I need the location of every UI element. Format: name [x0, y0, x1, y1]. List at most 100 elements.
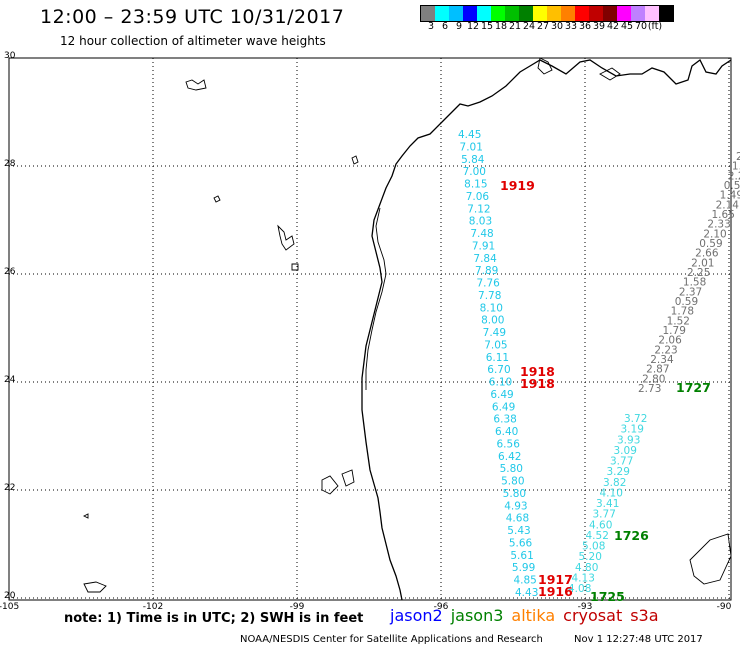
pass-time-label: 1918	[520, 376, 555, 391]
pass-time-label: 1725	[590, 589, 625, 604]
wave-height-label: 8.00	[481, 315, 504, 327]
island	[341, 469, 355, 487]
scale-swatch	[533, 6, 547, 21]
wave-height-label: 2.06	[658, 335, 682, 347]
wave-height-label: 2.2	[728, 170, 740, 182]
wave-height-label: 6.49	[492, 401, 515, 413]
longitude-label: -93	[577, 602, 593, 612]
wave-height-label: 5.08	[582, 541, 605, 553]
wave-height-label: 6.10	[489, 377, 512, 389]
wave-height-label: 3.72	[624, 413, 647, 425]
scale-swatch	[561, 6, 575, 21]
scale-label: 30	[550, 21, 564, 32]
wave-height-label: 4.52	[586, 530, 609, 542]
wave-height-label: 2.14	[716, 199, 740, 211]
wave-height-label: 2.33	[707, 219, 730, 231]
wave-height-label: 4.08	[568, 583, 591, 595]
scale-label: 36	[578, 21, 592, 32]
wave-height-label: 6.56	[497, 438, 521, 450]
wave-height-label: 4.13	[572, 572, 595, 584]
wave-height-label: 7.78	[478, 290, 501, 302]
pass-time-label: 1916	[538, 584, 573, 599]
wave-height-label: 8.15	[464, 179, 487, 191]
scale-swatch	[617, 6, 631, 21]
satellite-legend: jason2 jason3 altika cryosat s3a	[390, 606, 667, 625]
wave-height-label: 4.60	[589, 519, 612, 531]
scale-label: 45	[620, 21, 634, 32]
scale-swatch	[477, 6, 491, 21]
island	[321, 475, 339, 495]
wave-height-label: 3.29	[607, 466, 630, 478]
legend-item-jason3: jason3	[450, 606, 504, 625]
wave-height-label: 4.43	[515, 587, 538, 599]
scale-swatch	[421, 6, 435, 21]
scale-label: 18	[494, 21, 508, 32]
wave-height-label: 5.80	[500, 463, 523, 475]
wave-height-label: 5.80	[501, 476, 524, 488]
scale-swatch	[435, 6, 449, 21]
latitude-label: 24	[4, 375, 16, 385]
pass-time-label: 1726	[614, 528, 649, 543]
wave-height-label: 8.03	[469, 216, 492, 228]
wave-height-label: 5.80	[503, 488, 526, 500]
wave-height-label: 5.20	[579, 551, 602, 563]
scale-label: 27	[536, 21, 550, 32]
track-jason-cyan: 4.457.015.847.008.157.067.128.037.487.91…	[458, 129, 538, 599]
longitude-label: -99	[289, 602, 305, 612]
scale-swatch	[603, 6, 617, 21]
wave-height-label: 3.82	[603, 477, 626, 489]
wave-height-label: 5.84	[461, 154, 485, 166]
wave-height-label: 3.41	[596, 498, 619, 510]
wave-height-label: 5.61	[510, 550, 533, 562]
color-scale-bar	[420, 5, 674, 22]
island	[82, 513, 89, 519]
scale-label: 15	[480, 21, 494, 32]
wave-height-label: 7.49	[483, 327, 506, 339]
wave-height-label: 4.85	[513, 575, 536, 587]
latitude-label: 20	[4, 591, 16, 601]
wave-height-label: 4.80	[575, 562, 598, 574]
legend-item-s3a: s3a	[630, 606, 659, 625]
scale-swatch	[547, 6, 561, 21]
generation-timestamp: Nov 1 12:27:48 UTC 2017	[574, 634, 703, 645]
scale-label: 39	[592, 21, 606, 32]
wave-height-label: 4.10	[600, 487, 623, 499]
track-jason-cyan-east: 3.723.193.933.093.773.293.824.103.413.77…	[568, 413, 647, 595]
wave-height-label: 7.48	[470, 228, 493, 240]
wave-height-label: 7.05	[484, 339, 507, 351]
wave-height-label: 2.10	[703, 228, 726, 240]
pass-time-label: 1917	[538, 572, 573, 587]
wave-height-label: 3.19	[621, 424, 644, 436]
legend-item-altika: altika	[511, 606, 556, 625]
wave-height-label: 2.23	[654, 344, 677, 356]
wave-height-label: 6.49	[490, 389, 513, 401]
wave-height-label: 3.09	[614, 445, 637, 457]
scale-swatch	[645, 6, 659, 21]
longitude-label: -105	[0, 602, 20, 612]
island	[689, 533, 732, 585]
wave-height-label: 5.99	[512, 562, 535, 574]
scale-swatch	[659, 6, 673, 21]
scale-label: 21	[508, 21, 522, 32]
island	[291, 263, 299, 271]
wave-height-label: 3.77	[610, 456, 633, 468]
wave-height-label: 4.45	[458, 129, 481, 141]
wave-height-label: 7.06	[466, 191, 490, 203]
scale-label: 3	[427, 21, 435, 32]
coastline-inner	[365, 207, 387, 390]
wave-height-label: 6.42	[498, 451, 521, 463]
wave-height-label: 1.78	[671, 306, 694, 318]
wave-height-label: 1.65	[712, 209, 735, 221]
pass-time-label: 1919	[500, 178, 535, 193]
wave-height-label: 2.01	[691, 257, 714, 269]
latitude-label: 26	[4, 267, 16, 277]
wave-height-label: 0.59	[699, 238, 722, 250]
scale-swatch	[449, 6, 463, 21]
scale-label: 9	[455, 21, 463, 32]
scale-swatch	[463, 6, 477, 21]
scale-label: 42	[606, 21, 620, 32]
wave-height-label: 5.43	[507, 525, 530, 537]
wave-height-label: 2.37	[679, 286, 702, 298]
legend-item-jason2: jason2	[390, 606, 443, 625]
